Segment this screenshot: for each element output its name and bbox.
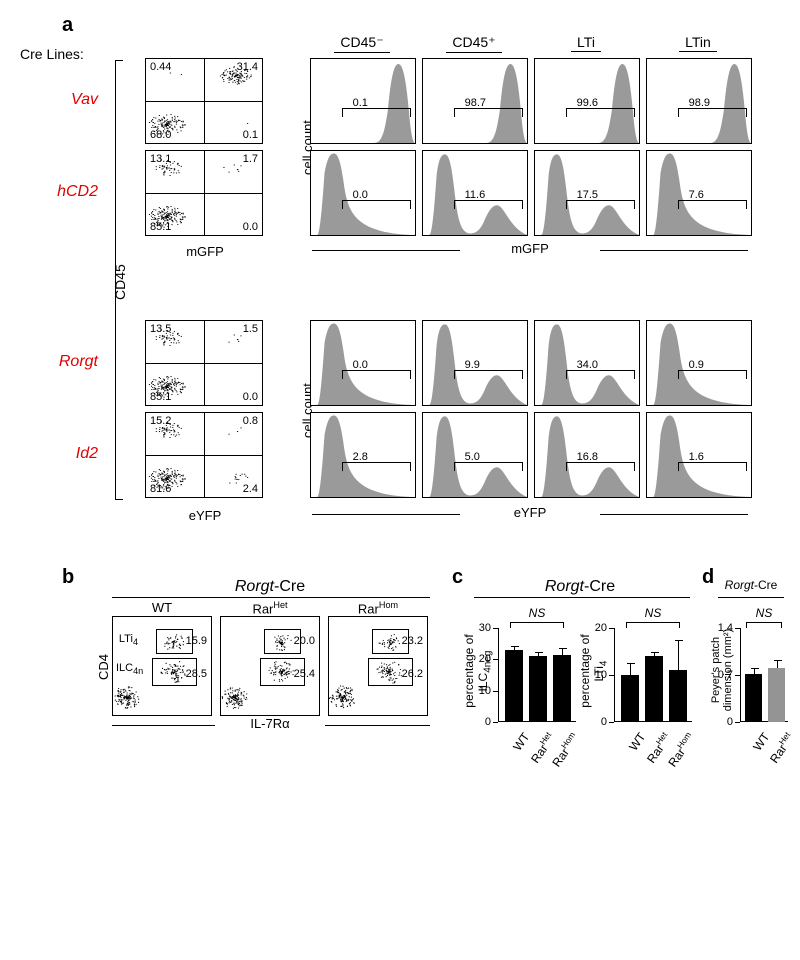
panel-c-title-wrap: Rorgt-Cre [480, 578, 680, 596]
d-chart: 00.71.4WTRarHet [740, 628, 788, 722]
hist-hcd2-1: 11.6 [422, 150, 528, 236]
c-chart-1: 01020WTRarHetRarHom [614, 628, 692, 722]
hist-rorgt-3: 0.9 [646, 320, 752, 406]
c-ylab-0: percentage ofILC4neg [462, 624, 493, 718]
panel-d-letter: d [702, 566, 714, 589]
b-col-0: WT [112, 600, 212, 615]
hist-id2-2: 16.8 [534, 412, 640, 498]
panel-b-x: IL-7Rα [215, 716, 325, 731]
c-nsline-0 [510, 622, 564, 623]
b-col-1: RarHet [220, 600, 320, 616]
hist-id2-1: 5.0 [422, 412, 528, 498]
cd45-side-label: CD45 [112, 264, 128, 300]
hist-x-g1: mGFP [460, 241, 600, 256]
cre-row-id2: Id2 [38, 445, 98, 463]
hist-id2-0: 2.8 [310, 412, 416, 498]
d-ns: NS [740, 606, 788, 620]
c-nsline-1 [626, 622, 680, 623]
b-scatter-1: 20.025.4 [220, 616, 320, 716]
hist-vav-2: 99.6 [534, 58, 640, 144]
panel-b-title-wrap: Rorgt-Cre [130, 578, 410, 596]
b-scatter-2: 23.226.2 [328, 616, 428, 716]
panel-d-title-line [718, 597, 784, 598]
panel-c-letter: c [452, 566, 463, 589]
col-lti: LTi [532, 34, 640, 52]
hist-id2-3: 1.6 [646, 412, 752, 498]
hist-rorgt-2: 34.0 [534, 320, 640, 406]
col-cd45neg: CD45⁻ [308, 34, 416, 53]
hist-vav-3: 98.9 [646, 58, 752, 144]
scatter-hcd2: 13.11.785.10.0 [145, 150, 263, 236]
c-ns-1: NS [622, 606, 684, 620]
scatter-rorgt: 13.51.585.10.0 [145, 320, 263, 406]
scatter-vav: 0.4431.468.00.1 [145, 58, 263, 144]
panel-a-letter: a [62, 14, 73, 37]
scatter-x-g1: mGFP [145, 244, 265, 259]
hist-vav-1: 98.7 [422, 58, 528, 144]
col-cd45pos: CD45⁺ [420, 34, 528, 53]
cre-lines-title: Cre Lines: [20, 46, 84, 62]
scatter-x-g2: eYFP [145, 508, 265, 523]
hist-x-g2: eYFP [460, 505, 600, 520]
hist-rorgt-0: 0.0 [310, 320, 416, 406]
cre-row-rorgt: Rorgt [38, 353, 98, 371]
b-col-2: RarHom [328, 600, 428, 616]
c-chart-0: 0102030WTRarHetRarHom [498, 628, 576, 722]
scatter-id2: 15.20.881.62.4 [145, 412, 263, 498]
panel-b-letter: b [62, 566, 74, 589]
d-ylab: Peyer's patchdimension (mm²) [710, 620, 734, 720]
hist-vav-0: 0.1 [310, 58, 416, 144]
panel-d-title-wrap: Rorgt-Cre [714, 578, 788, 592]
d-nsline [746, 622, 782, 623]
hist-rorgt-1: 9.9 [422, 320, 528, 406]
c-ylab-1: percentage ofLTi4 [578, 624, 609, 718]
col-ltin: LTin [644, 34, 752, 52]
panel-b-title-line [112, 597, 430, 598]
hist-hcd2-2: 17.5 [534, 150, 640, 236]
b-scatter-0: 15.928.5LTi4ILC4n [112, 616, 212, 716]
c-ns-0: NS [506, 606, 568, 620]
panel-b-y: CD4 [96, 654, 111, 680]
cre-row-hcd2: hCD2 [38, 183, 98, 201]
cre-row-vav: Vav [38, 91, 98, 109]
panel-c-title-line [474, 597, 690, 598]
hist-hcd2-3: 7.6 [646, 150, 752, 236]
panel-b-title: Rorgt [235, 578, 274, 595]
hist-hcd2-0: 0.0 [310, 150, 416, 236]
